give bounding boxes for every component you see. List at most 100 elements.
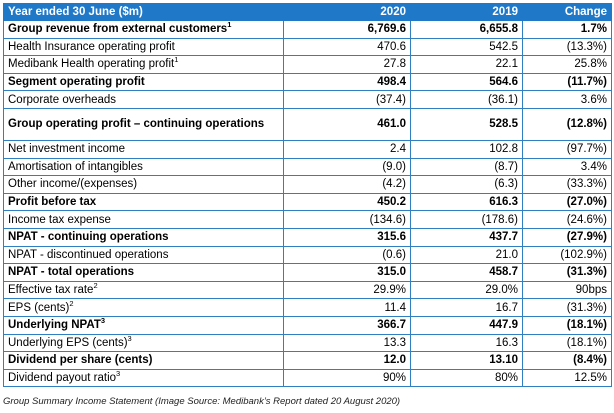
row-label: Amortisation of intangibles [3, 157, 284, 177]
value-change: (18.1%) [522, 315, 612, 335]
value-2019: 616.3 [410, 192, 523, 212]
row-label: EPS (cents)2 [3, 298, 284, 317]
value-2020: (9.0) [283, 157, 411, 177]
image-caption: Group Summary Income Statement (Image So… [3, 396, 401, 407]
row-label: NPAT - total operations [3, 263, 284, 282]
row-label: Group revenue from external customers1 [3, 20, 284, 39]
table-row: Segment operating profit 498.4 564.6 (11.7%… [3, 72, 612, 92]
row-label-text: NPAT - discontinued operations [8, 248, 169, 261]
value-change: (18.1%) [522, 333, 612, 353]
table-row: Underlying EPS (cents)3 13.3 16.3 (18.1%) [3, 333, 612, 353]
value-change: (11.7%) [522, 72, 612, 92]
value-change: (31.3%) [522, 298, 612, 317]
value-change: (12.8%) [522, 107, 612, 141]
table-row: NPAT - continuing operations 315.6 437.7 (2… [3, 227, 612, 247]
table-body: Group revenue from external customers1 6,… [3, 20, 612, 388]
value-change: (8.4%) [522, 351, 612, 370]
value-change: (31.3%) [522, 263, 612, 282]
row-label: Other income/(expenses) [3, 175, 284, 194]
row-label-text: EPS (cents) [8, 301, 70, 314]
value-2019: 22.1 [410, 55, 523, 74]
header-2020: 2020 [283, 3, 411, 21]
footnote-marker: 3 [127, 334, 132, 343]
value-2019: 564.6 [410, 72, 523, 92]
value-2019: 29.0% [410, 280, 523, 300]
table-row: Effective tax rate2 29.9% 29.0% 90bps [3, 280, 612, 300]
table-row: Dividend per share (cents) 12.0 13.10 (8.4%… [3, 351, 612, 370]
value-2020: 27.8 [283, 55, 411, 74]
row-label: Dividend payout ratio3 [3, 368, 284, 388]
value-change: (97.7%) [522, 139, 612, 159]
row-label-text: Net investment income [8, 143, 125, 156]
header-label: Year ended 30 June ($m) [3, 3, 284, 21]
row-label: Profit before tax [3, 192, 284, 212]
row-label: Underlying NPAT3 [3, 315, 284, 335]
row-label-text: Group revenue from external customers [8, 23, 228, 36]
header-change: Change [522, 3, 612, 21]
row-label: Income tax expense [3, 210, 284, 229]
value-change: 3.6% [522, 90, 612, 109]
value-2019: 21.0 [410, 245, 523, 265]
footnote-marker: 3 [100, 316, 106, 326]
row-label: Underlying EPS (cents)3 [3, 333, 284, 353]
value-change: 12.5% [522, 368, 612, 388]
value-2020: (37.4) [283, 90, 411, 109]
table-row: Underlying NPAT3 366.7 447.9 (18.1%) [3, 315, 612, 335]
header-2019: 2019 [410, 3, 523, 21]
value-change: (102.9%) [522, 245, 612, 265]
value-change: (33.3%) [522, 175, 612, 194]
value-2020: (4.2) [283, 175, 411, 194]
value-2020: 315.6 [283, 227, 411, 247]
value-2019: 80% [410, 368, 523, 388]
value-change: (27.0%) [522, 192, 612, 212]
value-2019: 437.7 [410, 227, 523, 247]
value-2020: 315.0 [283, 263, 411, 282]
value-2019: 528.5 [410, 107, 523, 141]
table-row: Corporate overheads (37.4) (36.1) 3.6% [3, 90, 612, 109]
row-label: Group operating profit – continuing oper… [3, 107, 284, 141]
table-row: Medibank Health operating profit1 27.8 22.… [3, 55, 612, 74]
table-row: EPS (cents)2 11.4 16.7 (31.3%) [3, 298, 612, 317]
table-row: NPAT - total operations 315.0 458.7 (31.3%) [3, 263, 612, 282]
row-label-text: Income tax expense [8, 213, 111, 226]
table-row: Group revenue from external customers1 6,… [3, 20, 612, 39]
value-2020: (0.6) [283, 245, 411, 265]
row-label: Segment operating profit [3, 72, 284, 92]
value-2019: 13.10 [410, 351, 523, 370]
footnote-marker: 1 [227, 20, 232, 30]
table-row: Amortisation of intangibles (9.0) (8.7) 3.4… [3, 157, 612, 177]
row-label-text: Corporate overheads [8, 93, 117, 106]
row-label-text: NPAT - total operations [8, 266, 135, 279]
row-label: Health Insurance operating profit [3, 37, 284, 57]
value-change: 1.7% [522, 20, 612, 39]
value-change: (13.3%) [522, 37, 612, 57]
value-2020: 11.4 [283, 298, 411, 317]
value-change: (24.6%) [522, 210, 612, 229]
row-label: NPAT - discontinued operations [3, 245, 284, 265]
value-2020: 12.0 [283, 351, 411, 370]
row-label: NPAT - continuing operations [3, 227, 284, 247]
row-label-text: Health Insurance operating profit [8, 40, 175, 53]
row-label-text: Amortisation of intangibles [8, 160, 143, 173]
footnote-marker: 2 [93, 281, 98, 291]
row-label-text: Underlying NPAT [8, 319, 101, 332]
row-label-text: NPAT - continuing operations [8, 231, 169, 244]
value-2019: 16.7 [410, 298, 523, 317]
value-2019: 542.5 [410, 37, 523, 57]
table-row: Profit before tax 450.2 616.3 (27.0%) [3, 192, 612, 212]
row-label-text: Effective tax rate [8, 284, 94, 297]
table-row: Other income/(expenses) (4.2) (6.3) (33.3%) [3, 175, 612, 194]
row-label: Corporate overheads [3, 90, 284, 109]
value-2019: 102.8 [410, 139, 523, 159]
value-change: 25.8% [522, 55, 612, 74]
row-label-text: Dividend per share (cents) [8, 354, 153, 367]
row-label: Net investment income [3, 139, 284, 159]
row-label: Medibank Health operating profit1 [3, 55, 284, 74]
value-2019: 458.7 [410, 263, 523, 282]
row-label-text: Group operating profit – continuing oper… [8, 118, 265, 131]
table-row: NPAT - discontinued operations (0.6) 21.0(… [3, 245, 612, 265]
row-label-text: Profit before tax [8, 196, 97, 209]
footnote-marker: 1 [174, 55, 179, 65]
footnote-marker: 2 [69, 298, 74, 308]
footnote-marker: 3 [116, 369, 121, 379]
